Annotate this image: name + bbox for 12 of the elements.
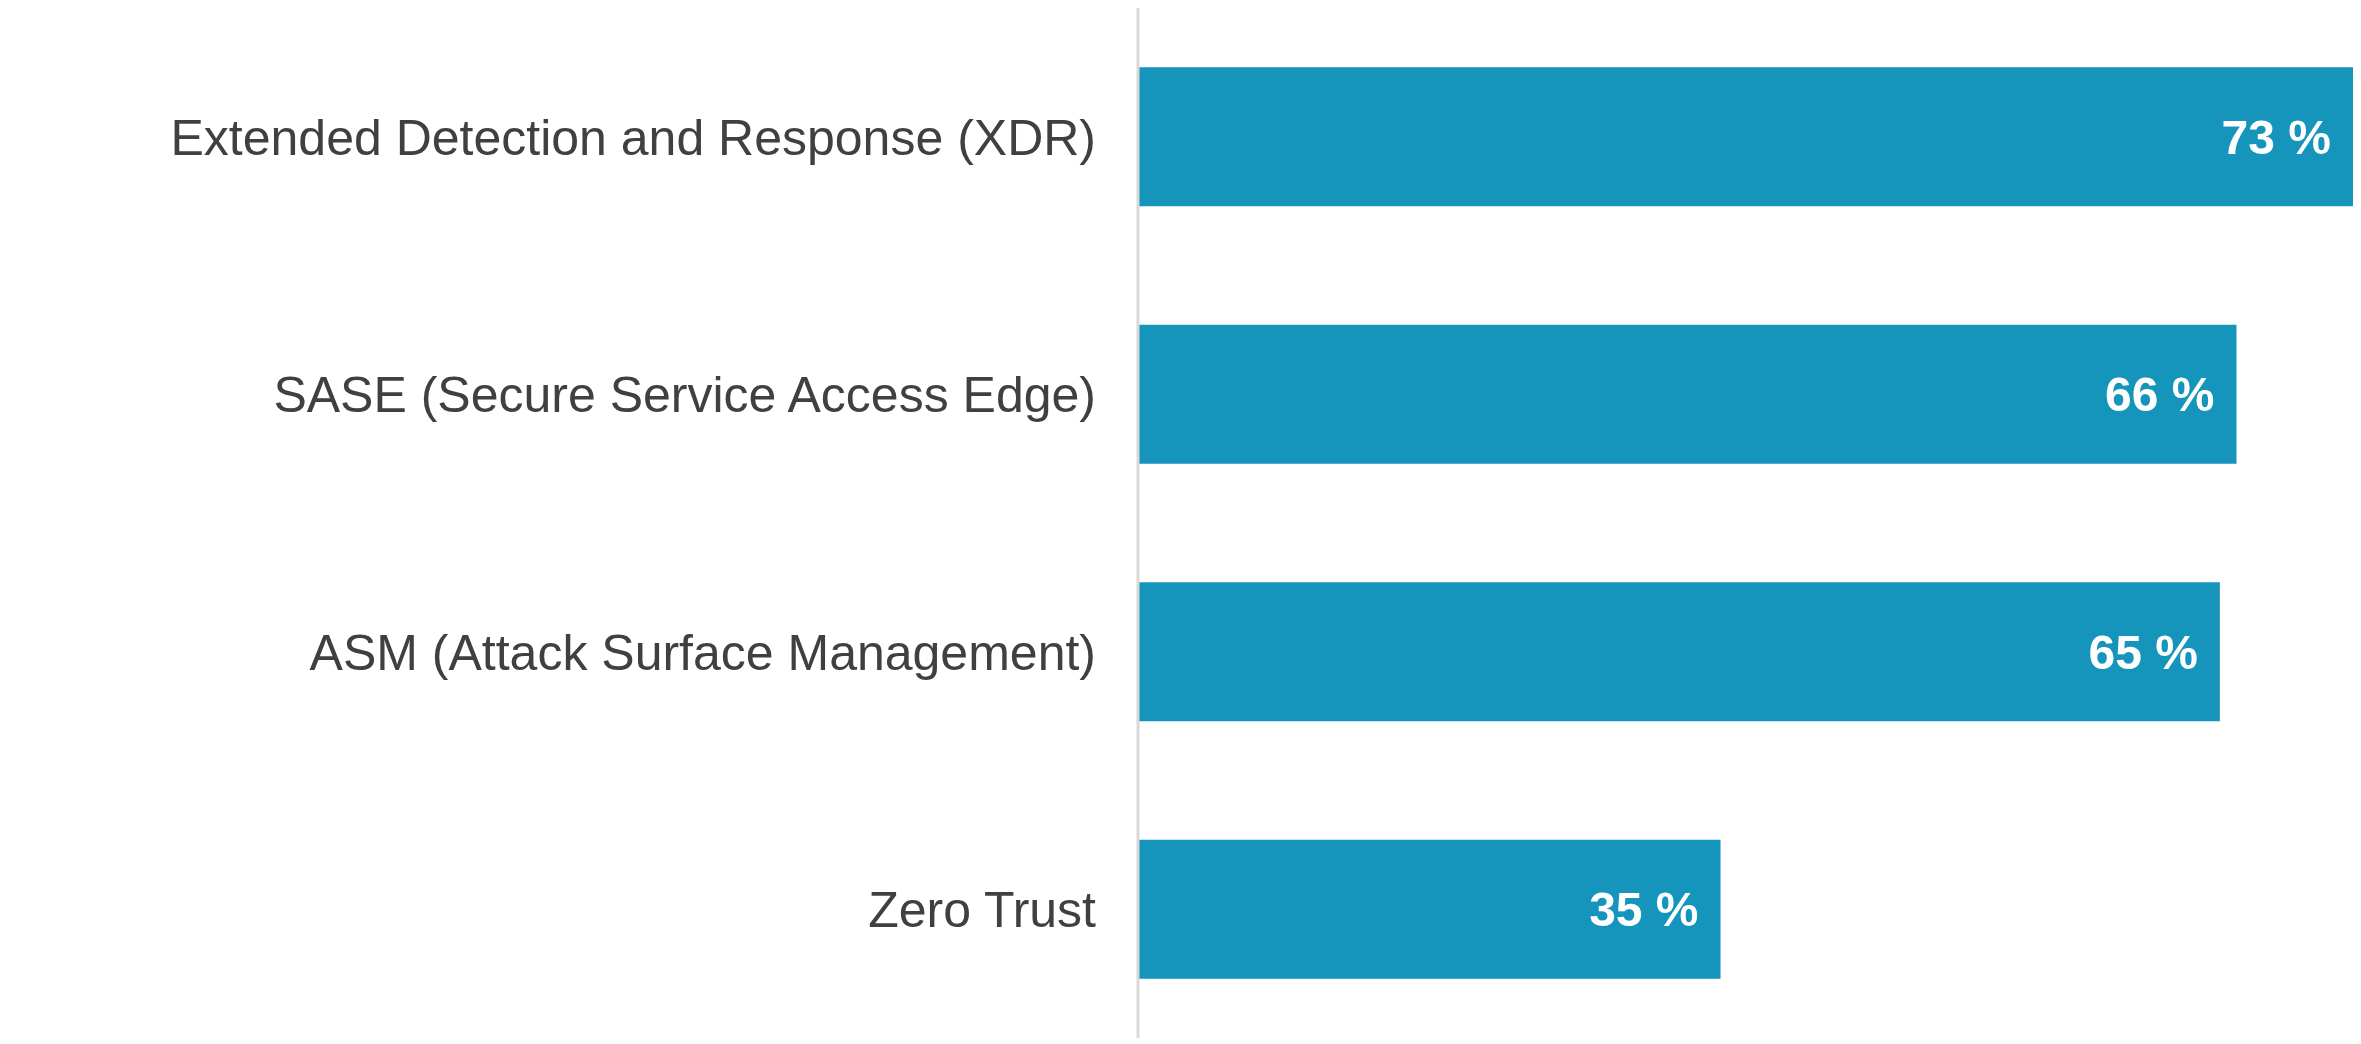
data-label: 35 % xyxy=(1589,883,1699,937)
bar xyxy=(1138,582,2220,722)
bar xyxy=(1138,839,1721,979)
bar xyxy=(1138,67,2353,207)
bar xyxy=(1138,324,2237,464)
y-tick-label: Extended Detection and Response (XDR) xyxy=(170,109,1096,166)
data-label: 66 % xyxy=(2105,368,2215,422)
data-label: 73 % xyxy=(2221,110,2331,164)
y-tick-label: ASM (Attack Surface Management) xyxy=(309,624,1096,681)
y-tick-label: SASE (Secure Service Access Edge) xyxy=(273,367,1096,423)
y-tick-label: Zero Trust xyxy=(868,882,1097,938)
data-label: 65 % xyxy=(2088,625,2198,679)
